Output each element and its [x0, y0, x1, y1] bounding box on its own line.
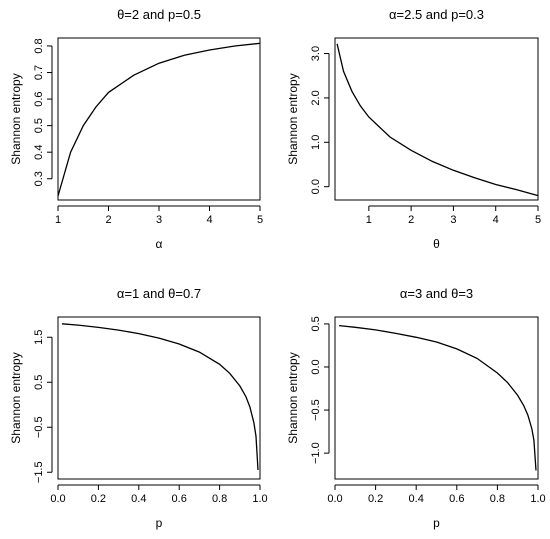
- x-tick-label: 0.2: [91, 493, 106, 505]
- x-tick-label: 0.2: [368, 493, 383, 505]
- y-axis-label: Shannon entropy: [9, 73, 23, 164]
- plot-frame: [57, 37, 261, 201]
- x-tick-label: 5: [535, 214, 541, 226]
- plot-frame: [334, 37, 539, 201]
- y-tick-label: 0.5: [33, 375, 45, 390]
- x-tick-label: 2: [408, 214, 414, 226]
- y-tick-label: 0.7: [33, 65, 45, 80]
- chart-panel-3: α=1 and θ=0.7 0.0 0.2 0.4 0.6 0.8 1.0 p −1.5 −0.5…: [9, 286, 268, 530]
- x-tick-label: 0.4: [409, 493, 424, 505]
- y-tick-label: 0.3: [33, 171, 45, 186]
- y-tick-label: 0.0: [310, 359, 322, 374]
- plot-frame: [57, 316, 261, 480]
- x-tick-label: 0.0: [327, 493, 342, 505]
- series-line-1: [57, 42, 261, 197]
- y-tick-label: 0.0: [310, 179, 322, 194]
- chart-panel-2: α=2.5 and p=0.3 1 2 3 4 5 θ 0.0 1.0 2.0 3.0 Shannon…: [286, 7, 541, 251]
- x-tick-label: 4: [206, 214, 212, 226]
- y-tick-label: 1.0: [310, 135, 322, 150]
- y-tick-label: 0.4: [33, 145, 45, 160]
- x-tick-label: 3: [156, 214, 162, 226]
- y-tick-label: −0.5: [310, 399, 322, 421]
- x-axis-label: θ: [433, 237, 440, 251]
- x-tick-label: 1: [366, 214, 372, 226]
- y-tick-label: 2.0: [310, 90, 322, 105]
- x-tick-label: 0.0: [50, 493, 65, 505]
- y-tick-label: 0.6: [33, 91, 45, 106]
- x-tick-label: 0.6: [172, 493, 187, 505]
- x-tick-label: 1.0: [252, 493, 267, 505]
- x-tick-label: 1.0: [530, 493, 545, 505]
- x-tick-label: 0.6: [449, 493, 464, 505]
- y-axis-label: Shannon entropy: [9, 352, 23, 443]
- y-tick-label: −0.5: [33, 416, 45, 438]
- chart-title: α=3 and θ=3: [400, 286, 473, 301]
- y-tick-label: −1.0: [310, 442, 322, 464]
- chart-title: α=1 and θ=0.7: [117, 286, 201, 301]
- x-axis-label: p: [433, 516, 440, 530]
- y-axis-label: Shannon entropy: [286, 73, 300, 164]
- chart-title: θ=2 and p=0.5: [117, 7, 201, 22]
- x-tick-label: 2: [105, 214, 111, 226]
- y-tick-label: 0.5: [310, 316, 322, 331]
- x-tick-label: 1: [55, 214, 61, 226]
- series-line-1: [61, 323, 259, 471]
- x-tick-label: 0.4: [131, 493, 146, 505]
- x-tick-label: 5: [257, 214, 263, 226]
- y-tick-label: 1.5: [33, 330, 45, 345]
- chart-panel-4: α=3 and θ=3 0.0 0.2 0.4 0.6 0.8 1.0 p −1.0 −0.5 0.…: [286, 286, 546, 530]
- x-tick-label: 3: [450, 214, 456, 226]
- x-tick-label: 4: [493, 214, 499, 226]
- x-axis-label: α: [156, 237, 163, 251]
- chart-panel-1: θ=2 and p=0.5 1 2 3 4 5 α 0.3 0.4 0.5 0.6 0.7 0.8 Sha…: [9, 7, 263, 251]
- x-axis-label: p: [156, 516, 163, 530]
- series-line-1: [336, 43, 539, 197]
- y-tick-label: 0.8: [33, 38, 45, 53]
- x-tick-label: 0.8: [490, 493, 505, 505]
- x-tick-label: 0.8: [212, 493, 227, 505]
- y-axis-label: Shannon entropy: [286, 352, 300, 443]
- y-tick-label: −1.5: [33, 461, 45, 483]
- y-tick-label: 3.0: [310, 46, 322, 61]
- series-line-1: [339, 324, 537, 471]
- plot-frame: [334, 316, 539, 480]
- y-tick-label: 0.5: [33, 118, 45, 133]
- chart-title: α=2.5 and p=0.3: [389, 7, 484, 22]
